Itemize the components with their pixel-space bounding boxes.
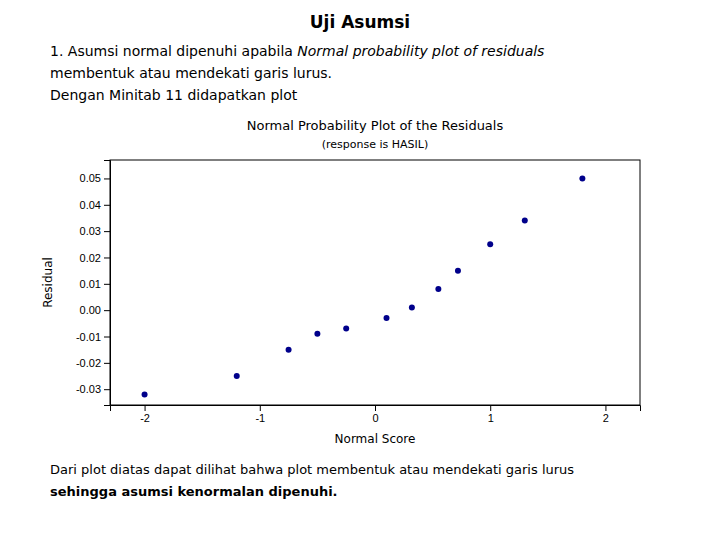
y-tick: 0.01 — [80, 278, 110, 290]
x-axis-title: Normal Score — [335, 432, 416, 446]
point — [314, 331, 320, 337]
x-tick: -2 — [140, 405, 150, 424]
page: Uji Asumsi 1. Asumsi normal dipenuhi apab… — [0, 0, 720, 540]
point — [487, 241, 493, 247]
y-tick: 0.02 — [80, 251, 110, 263]
y-tick: -0.03 — [76, 383, 110, 395]
x-tick-label: 0 — [372, 412, 378, 424]
x-tick: -1 — [255, 405, 265, 424]
page-title: Uji Asumsi — [310, 12, 410, 32]
x-tick-mark — [260, 405, 261, 411]
y-tick-label: 0.02 — [80, 251, 101, 263]
y-axis-line — [104, 161, 111, 406]
point — [522, 218, 528, 224]
y-tick-mark — [104, 178, 110, 179]
intro-text-italic: Normal probability plot of residuals — [297, 43, 544, 59]
y-tick-mark — [104, 337, 110, 338]
intro-line: Dengan Minitab 11 didapatkan plot — [50, 87, 298, 103]
x-tick-mark — [145, 405, 146, 411]
point — [343, 326, 349, 332]
plot-area: Normal Probability Plot of the Residuals… — [41, 118, 641, 446]
x-tick: 1 — [488, 405, 494, 424]
x-axis: -2 -1 0 1 2 — [111, 405, 641, 424]
y-tick: -0.01 — [76, 331, 110, 343]
y-tick-mark — [104, 205, 110, 206]
y-tick-mark — [104, 231, 110, 232]
x-tick-mark — [375, 405, 376, 411]
x-tick-label: -1 — [255, 412, 265, 424]
y-tick: 0.04 — [80, 199, 110, 211]
y-tick-label: 0.01 — [80, 278, 101, 290]
point — [409, 305, 415, 311]
point — [455, 268, 461, 274]
y-tick-label: -0.03 — [76, 383, 101, 395]
y-tick: -0.02 — [76, 357, 110, 369]
y-tick-mark — [104, 257, 110, 258]
chart-title: Normal Probability Plot of the Residuals — [247, 118, 504, 133]
conclusion-line: Dari plot diatas dapat dilihat bahwa plo… — [50, 462, 574, 477]
y-tick: 0.05 — [80, 172, 110, 184]
intro-text: 1. Asumsi normal dipenuhi apabila — [50, 43, 297, 59]
x-tick: 0 — [372, 405, 378, 424]
y-tick-mark — [104, 389, 110, 390]
point — [579, 175, 585, 181]
intro-line: membentuk atau mendekati garis lurus. — [50, 65, 332, 81]
x-axis-line — [111, 406, 641, 412]
y-tick-label: -0.02 — [76, 357, 101, 369]
point — [142, 391, 148, 397]
x-tick-mark — [605, 405, 606, 411]
y-axis: -0.03 -0.02 -0.01 0.00 0.01 0.02 0.03 0.04 0.05 — [76, 161, 111, 406]
intro-line: 1. Asumsi normal dipenuhi apabila Normal… — [50, 43, 544, 59]
y-tick-mark — [104, 310, 110, 311]
x-tick-label: 2 — [603, 412, 609, 424]
conclusion-line: sehingga asumsi kenormalan dipenuhi. — [50, 484, 338, 499]
point — [234, 373, 240, 379]
y-tick-label: 0.03 — [80, 225, 101, 237]
x-tick-label: -2 — [140, 412, 150, 424]
x-tick: 2 — [603, 405, 609, 424]
y-tick-label: 0.05 — [80, 172, 101, 184]
y-tick-label: -0.01 — [76, 331, 101, 343]
y-tick-mark — [104, 284, 110, 285]
point — [286, 347, 292, 353]
points — [142, 175, 586, 397]
x-tick-mark — [490, 405, 491, 411]
y-tick-label: 0.00 — [80, 304, 101, 316]
y-tick-mark — [104, 363, 110, 364]
y-tick-label: 0.04 — [80, 199, 101, 211]
x-tick-label: 1 — [488, 412, 494, 424]
y-axis-title: Residual — [41, 257, 55, 308]
point — [384, 315, 390, 321]
plot-frame — [110, 160, 640, 405]
point — [435, 286, 441, 292]
y-tick: 0.00 — [80, 304, 110, 316]
chart-subtitle: (response is HASIL) — [322, 138, 428, 151]
y-tick: 0.03 — [80, 225, 110, 237]
